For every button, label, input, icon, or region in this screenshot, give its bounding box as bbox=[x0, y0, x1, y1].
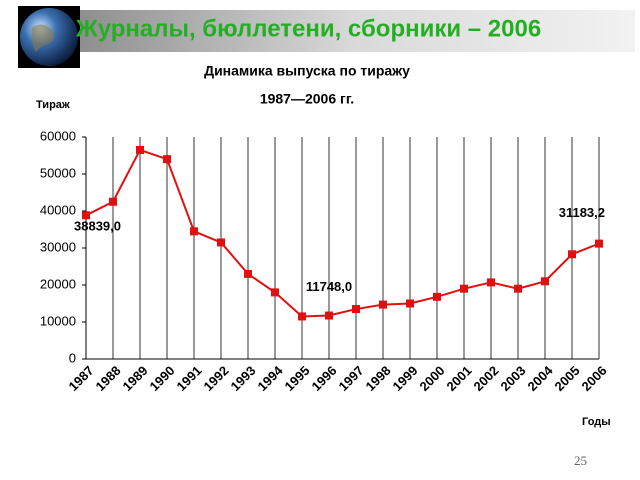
marker bbox=[109, 197, 117, 206]
x-tick-label: 1987 bbox=[65, 363, 96, 394]
x-tick-label: 1991 bbox=[173, 363, 204, 394]
marker bbox=[460, 284, 468, 293]
marker bbox=[298, 312, 306, 321]
marker bbox=[325, 311, 333, 320]
slide-title: Журналы, бюллетени, сборники – 2006 bbox=[75, 15, 541, 42]
y-axis-label: Тираж bbox=[36, 99, 70, 111]
x-tick-label: 1988 bbox=[92, 363, 123, 394]
line bbox=[85, 148, 600, 318]
x-tick-label: 2004 bbox=[524, 362, 556, 394]
marker bbox=[163, 155, 171, 164]
chart-subtitle: 1987—2006 гг. bbox=[260, 91, 354, 107]
x-tick-label: 1997 bbox=[335, 363, 366, 394]
x-tick-label: 1994 bbox=[254, 362, 286, 394]
x-tick-label: 1996 bbox=[308, 363, 339, 394]
x-tick-label: 1989 bbox=[119, 363, 150, 394]
marker bbox=[568, 250, 576, 259]
x-tick-label: 2000 bbox=[416, 363, 447, 394]
marker bbox=[352, 305, 360, 314]
y-tick-label: 40000 bbox=[40, 202, 76, 217]
x-axis-label: Годы bbox=[582, 416, 611, 428]
marker bbox=[244, 269, 252, 278]
y-tick-label: 20000 bbox=[40, 276, 76, 291]
marker bbox=[217, 238, 225, 247]
page-number: 25 bbox=[574, 453, 587, 468]
data-label: 38839,0 bbox=[74, 219, 121, 234]
marker bbox=[541, 277, 549, 286]
x-tick-label: 2001 bbox=[443, 363, 474, 394]
x-tick-label: 2002 bbox=[470, 363, 501, 394]
x-tick-label: 1995 bbox=[281, 363, 312, 394]
marker bbox=[595, 239, 603, 248]
chart-title: Динамика выпуска по тиражу bbox=[204, 63, 410, 79]
marker bbox=[406, 299, 414, 308]
x-tick-label: 2003 bbox=[497, 363, 528, 394]
marker bbox=[487, 278, 495, 287]
header-bar bbox=[70, 10, 635, 52]
marker bbox=[379, 300, 387, 309]
marker bbox=[433, 292, 441, 301]
globe-land bbox=[31, 24, 55, 52]
x-tick-label: 1990 bbox=[146, 363, 177, 394]
y-tick-label: 50000 bbox=[40, 165, 76, 180]
x-tick-label: 1998 bbox=[362, 363, 393, 394]
x-tick-label: 1992 bbox=[200, 363, 231, 394]
marker bbox=[190, 227, 198, 236]
data-label: 11748,0 bbox=[306, 279, 352, 294]
marker bbox=[514, 284, 522, 293]
x-tick-label: 2006 bbox=[578, 363, 609, 394]
y-tick-label: 60000 bbox=[40, 128, 76, 143]
data-label: 31183,2 bbox=[559, 205, 605, 220]
x-tick-label: 1999 bbox=[389, 363, 420, 394]
y-tick-label: 30000 bbox=[40, 239, 76, 254]
y-tick-label: 0 bbox=[69, 350, 76, 365]
x-tick-label: 1993 bbox=[227, 363, 258, 394]
x-tick-label: 2005 bbox=[551, 363, 582, 394]
marker bbox=[136, 145, 144, 154]
marker bbox=[82, 211, 90, 220]
plot: 0100002000030000400005000060000198719881… bbox=[40, 128, 610, 394]
marker bbox=[271, 288, 279, 297]
y-tick-label: 10000 bbox=[40, 313, 76, 328]
